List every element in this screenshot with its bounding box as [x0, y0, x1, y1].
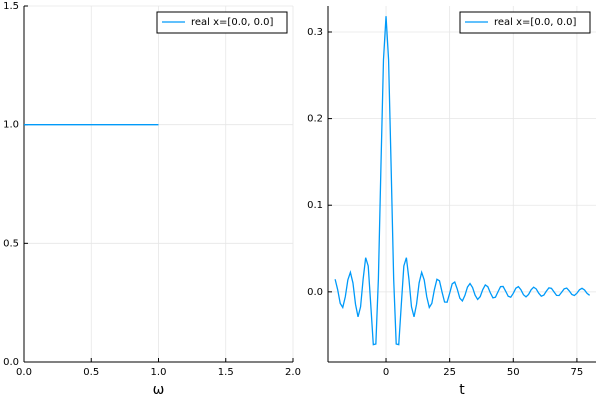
x-tick-label: 0.5 [83, 367, 99, 378]
x-tick-label: 0.0 [16, 367, 32, 378]
legend-label: real x=[0.0, 0.0] [191, 17, 273, 28]
y-tick-label: 1.0 [3, 120, 19, 131]
legend-box [156, 11, 288, 34]
y-tick-label: 0.0 [3, 357, 19, 368]
legend-box [459, 11, 591, 34]
x-tick-label: 0 [383, 367, 389, 378]
y-tick-label: 0.1 [307, 200, 323, 211]
y-tick-label: 0.3 [307, 27, 323, 38]
x-tick-label: 75 [571, 367, 584, 378]
x-axis-label: ω [153, 382, 165, 398]
x-tick-label: 2.0 [285, 367, 301, 378]
x-tick-label: 25 [443, 367, 456, 378]
y-tick-label: 0.0 [307, 287, 323, 298]
line-series [334, 16, 591, 346]
x-tick-label: 50 [507, 367, 520, 378]
y-tick-label: 1.5 [3, 1, 19, 12]
x-tick-label: 1.5 [218, 367, 234, 378]
y-tick-label: 0.2 [307, 114, 323, 125]
x-tick-label: 1.0 [151, 367, 167, 378]
legend-label: real x=[0.0, 0.0] [494, 17, 576, 28]
y-tick-label: 0.5 [3, 238, 19, 249]
x-axis-label: t [459, 382, 465, 398]
